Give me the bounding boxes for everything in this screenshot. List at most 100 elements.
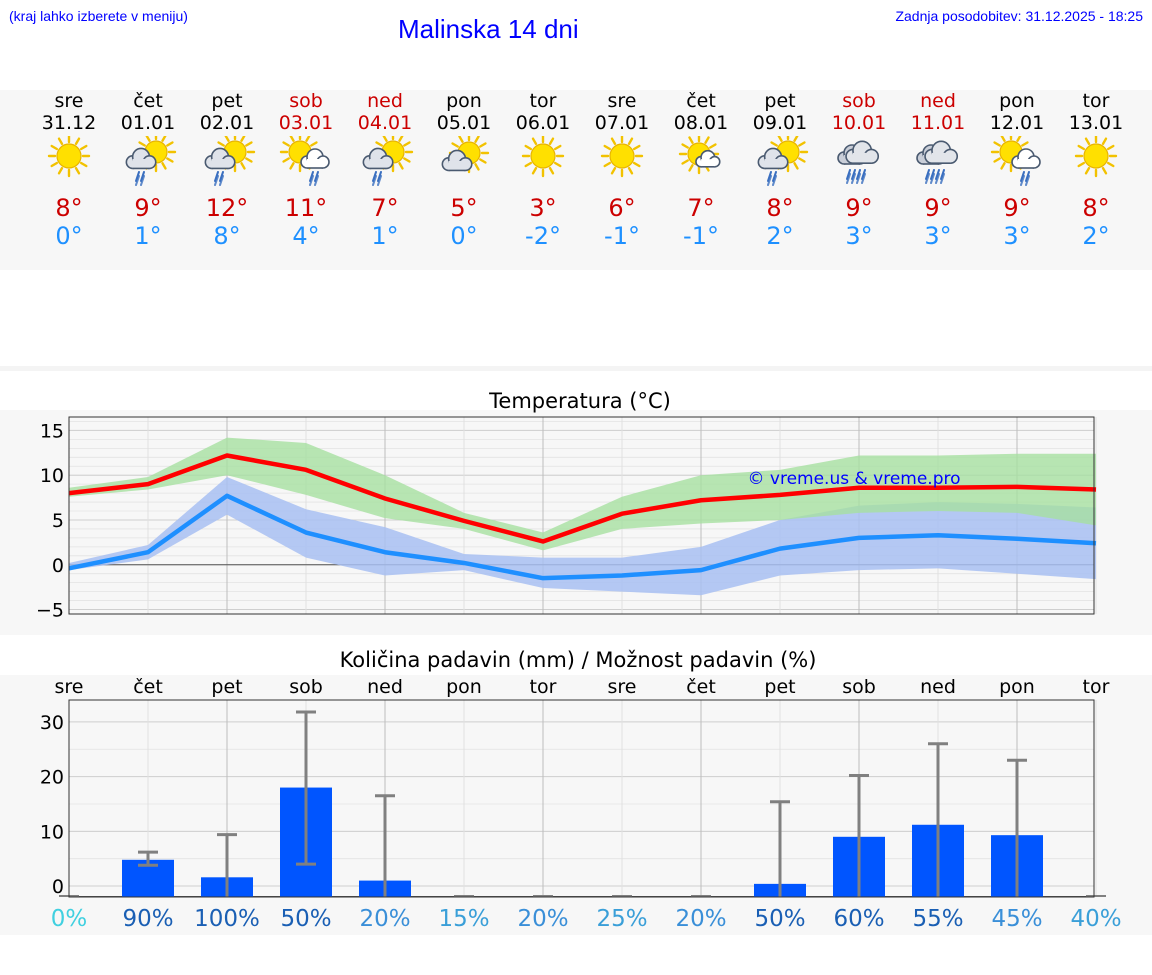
forecast-day: ned 04.01 7° 1° [346, 90, 425, 250]
precipitation-chart: Količina padavin (mm) / Možnost padavin … [40, 648, 1122, 932]
forecast-band [0, 90, 1152, 270]
day-weekday: sre [54, 90, 84, 112]
day-date: 13.01 [1068, 112, 1124, 134]
sun-rays [47, 136, 91, 178]
rain-drops [767, 171, 777, 186]
day-min-temp: -1° [683, 222, 719, 250]
plot-frame [68, 416, 1095, 615]
y-tick-label: −5 [36, 600, 64, 622]
sun-disc [530, 143, 556, 169]
rain-drops [135, 171, 145, 186]
y-tick-label: 20 [40, 767, 64, 789]
day-weekday: ned [920, 90, 956, 112]
precip-probability: 100% [194, 906, 260, 932]
day-weekday: ned [367, 90, 403, 112]
day-weekday: čet [133, 90, 163, 112]
last-update: Zadnja posodobitev: 31.12.2025 - 18:25 [895, 8, 1143, 24]
max-temp-line [68, 453, 1097, 544]
day-weekday: pon [999, 90, 1035, 112]
forecast-day: čet 01.01 9° 1° [109, 90, 188, 250]
sun-cloud-rain-icon [757, 136, 809, 186]
day-date: 31.12 [41, 112, 97, 134]
sun-disc [609, 143, 635, 169]
day-date: 05.01 [436, 112, 492, 134]
precip-probability: 50% [754, 906, 805, 932]
cloud-shape [1011, 148, 1041, 169]
day-weekday: pon [446, 90, 482, 112]
cloud-shape [441, 149, 473, 172]
forecast-day: sre 31.12 8° 0° [30, 90, 109, 250]
x-category-label: ned [367, 676, 403, 698]
day-date: 08.01 [673, 112, 729, 134]
precip-probability: 55% [912, 906, 963, 932]
day-max-temp: 3° [529, 194, 557, 222]
x-category-label: čet [133, 676, 163, 698]
day-min-temp: 1° [371, 222, 399, 250]
rain-drops [846, 169, 866, 184]
precipitation-title: Količina padavin (mm) / Možnost padavin … [340, 648, 817, 672]
min-temp-band [69, 476, 1096, 596]
page-title: Malinska 14 dni [398, 14, 579, 44]
sun-disc [1083, 143, 1109, 169]
x-category-label: sob [289, 676, 323, 698]
x-category-label: pet [211, 676, 242, 698]
forecast-day: sre 07.01 6° -1° [583, 90, 662, 250]
day-weekday: sob [842, 90, 876, 112]
sun-rays [1074, 136, 1118, 178]
sunny-icon [600, 136, 644, 178]
x-category-label: pet [764, 676, 795, 698]
rain-drops [1020, 171, 1030, 186]
day-weekday: tor [1082, 90, 1110, 112]
x-category-label: pon [999, 676, 1035, 698]
rain-drops [309, 171, 319, 186]
x-category-label: tor [1083, 676, 1110, 698]
precip-probability: 40% [1070, 906, 1121, 932]
day-min-temp: 1° [134, 222, 162, 250]
day-min-temp: 0° [55, 222, 83, 250]
sun-cloud-light-rain-icon [990, 136, 1041, 186]
temperature-title: Temperatura (°C) [488, 389, 671, 413]
day-min-temp: 3° [924, 222, 952, 250]
day-min-temp: -2° [525, 222, 561, 250]
cloud-rain-icon [916, 140, 959, 184]
cloud-shape [757, 147, 789, 170]
sun-cloud-rain-icon [362, 136, 414, 186]
temperature-chart: Temperatura (°C) 15 10 5 0 −5 © vreme.us & vre… [36, 389, 1097, 622]
day-date: 07.01 [594, 112, 650, 134]
day-date: 03.01 [278, 112, 334, 134]
cloud-shape [924, 140, 959, 165]
precip-probability: 60% [833, 906, 884, 932]
y-tick-label: 15 [40, 420, 64, 442]
precip-probability: 45% [991, 906, 1042, 932]
day-max-temp: 5° [450, 194, 478, 222]
day-max-temp: 7° [371, 194, 399, 222]
day-date: 04.01 [357, 112, 413, 134]
x-category-label: sob [842, 676, 876, 698]
x-category-label: pon [446, 676, 482, 698]
y-tick-label: 30 [40, 712, 64, 734]
day-date: 01.01 [120, 112, 176, 134]
forecast-day: sob 10.01 9° 3° [820, 90, 899, 250]
day-max-temp: 11° [284, 194, 328, 222]
forecast-day: pet 09.01 8° 2° [741, 90, 820, 250]
day-min-temp: 2° [766, 222, 794, 250]
day-date: 09.01 [752, 112, 808, 134]
day-date: 11.01 [910, 112, 966, 134]
precip-probability: 20% [675, 906, 726, 932]
forecast-day: tor 06.01 3° -2° [504, 90, 583, 250]
day-max-temp: 8° [766, 194, 794, 222]
sun-rays [521, 136, 565, 178]
plot-frame [68, 699, 1095, 898]
x-category-label: tor [530, 676, 557, 698]
day-min-temp: 2° [1082, 222, 1110, 250]
forecast-day: sob 03.01 11° 4° [267, 90, 346, 250]
cloud-shape [845, 140, 880, 165]
sun-cloud-rain-icon [125, 136, 177, 186]
day-min-temp: 3° [1003, 222, 1031, 250]
day-weekday: tor [529, 90, 557, 112]
sunny-icon [47, 136, 91, 178]
y-tick-label: 0 [52, 876, 64, 898]
sun-rays [372, 136, 414, 173]
min-temp-line [68, 493, 1097, 581]
precip-probability: 90% [122, 906, 173, 932]
